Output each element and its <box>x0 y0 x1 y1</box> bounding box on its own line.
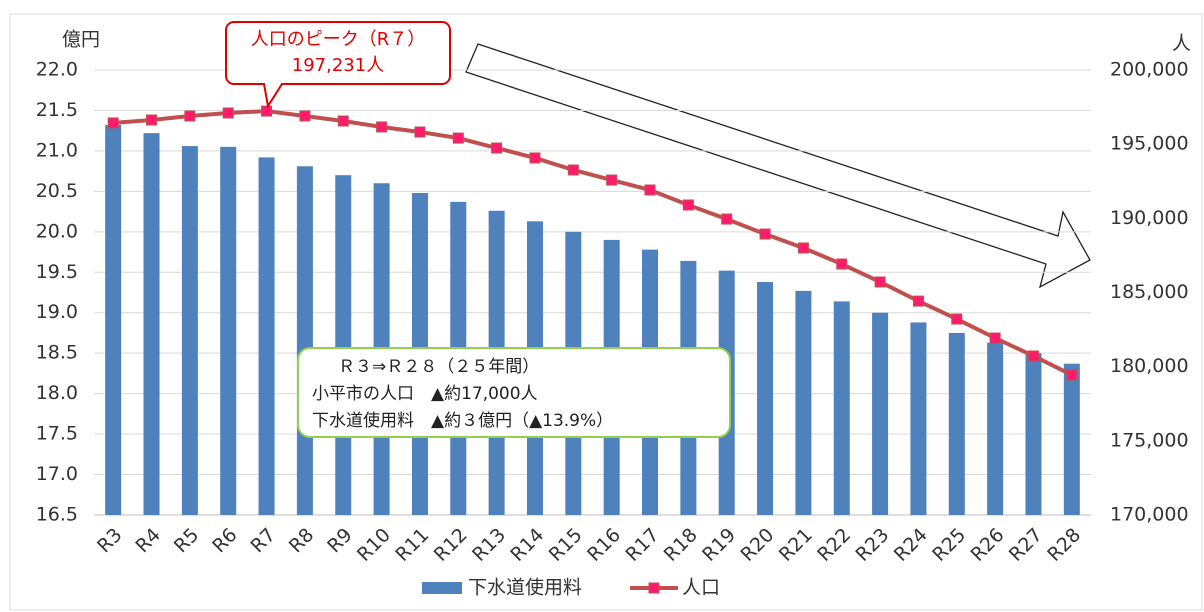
marker <box>606 174 618 186</box>
y-tick-label: 20.5 <box>36 180 78 202</box>
y2-tick-label: 195,000 <box>1110 133 1189 155</box>
marker <box>567 164 579 176</box>
marker <box>836 258 848 270</box>
legend-label: 下水道使用料 <box>468 577 582 599</box>
marker <box>721 213 733 225</box>
marker <box>146 114 158 126</box>
y2-tick-label: 175,000 <box>1110 429 1189 451</box>
bar <box>105 125 122 515</box>
marker <box>299 110 311 122</box>
y2-tick-label: 180,000 <box>1110 355 1189 377</box>
y2-axis-title: 人 <box>1172 33 1191 55</box>
bar <box>987 342 1004 515</box>
callout-text: 人口のピーク（R７） <box>251 29 426 50</box>
marker <box>989 332 1001 344</box>
bar <box>258 157 275 515</box>
summary-text: Ｒ３⇒Ｒ２８（２５年間） <box>338 357 539 377</box>
y2-tick-label: 200,000 <box>1110 59 1189 81</box>
bar <box>910 322 927 515</box>
y2-tick-label: 170,000 <box>1110 504 1189 526</box>
callout-box <box>225 21 451 109</box>
marker <box>491 142 503 154</box>
bar <box>296 166 313 516</box>
marker <box>184 110 196 122</box>
bar <box>795 290 812 515</box>
y-tick-label: 18.0 <box>36 382 78 404</box>
y-tick-label: 21.5 <box>36 99 78 121</box>
bar <box>872 312 889 515</box>
y-tick-label: 18.5 <box>36 342 78 364</box>
bar <box>143 133 160 516</box>
y-tick-label: 19.0 <box>36 301 78 323</box>
legend-label: 人口 <box>682 577 720 599</box>
y-tick-label: 16.5 <box>36 504 78 526</box>
y-tick-label: 19.5 <box>36 261 78 283</box>
marker <box>107 117 119 129</box>
marker <box>222 107 234 119</box>
callout-text: 197,231人 <box>292 55 384 76</box>
marker <box>376 121 388 133</box>
y-tick-label: 20.0 <box>36 220 78 242</box>
legend-swatch <box>648 582 660 594</box>
marker <box>951 313 963 325</box>
y-tick-label: 22.0 <box>36 59 78 81</box>
bar <box>1063 363 1080 515</box>
summary-text: 下水道使用料 ▲約３億円（▲13.9%） <box>312 410 613 431</box>
summary-box <box>297 347 731 438</box>
marker <box>644 184 656 196</box>
legend-swatch <box>422 582 462 594</box>
marker <box>759 228 771 240</box>
bar <box>757 281 774 515</box>
y-axis-title: 億円 <box>62 29 100 51</box>
bar <box>833 301 850 515</box>
y-tick-label: 17.0 <box>36 463 78 485</box>
y-tick-label: 17.5 <box>36 423 78 445</box>
summary-text: 小平市の人口 ▲約17,000人 <box>312 384 538 404</box>
marker <box>337 115 349 127</box>
marker <box>912 295 924 307</box>
y2-tick-label: 190,000 <box>1110 207 1189 229</box>
marker <box>1066 369 1078 381</box>
y2-tick-label: 185,000 <box>1110 281 1189 303</box>
bar <box>181 146 198 515</box>
bar <box>335 175 352 515</box>
bar <box>1025 353 1042 515</box>
bar <box>948 332 965 515</box>
marker <box>797 242 809 254</box>
y-tick-label: 21.0 <box>36 139 78 161</box>
line <box>113 109 1073 377</box>
marker <box>1027 350 1039 362</box>
marker <box>414 126 426 138</box>
marker <box>452 132 464 144</box>
marker <box>529 152 541 164</box>
marker <box>682 199 694 211</box>
marker <box>261 105 273 117</box>
marker <box>874 276 886 288</box>
bar <box>220 146 237 515</box>
